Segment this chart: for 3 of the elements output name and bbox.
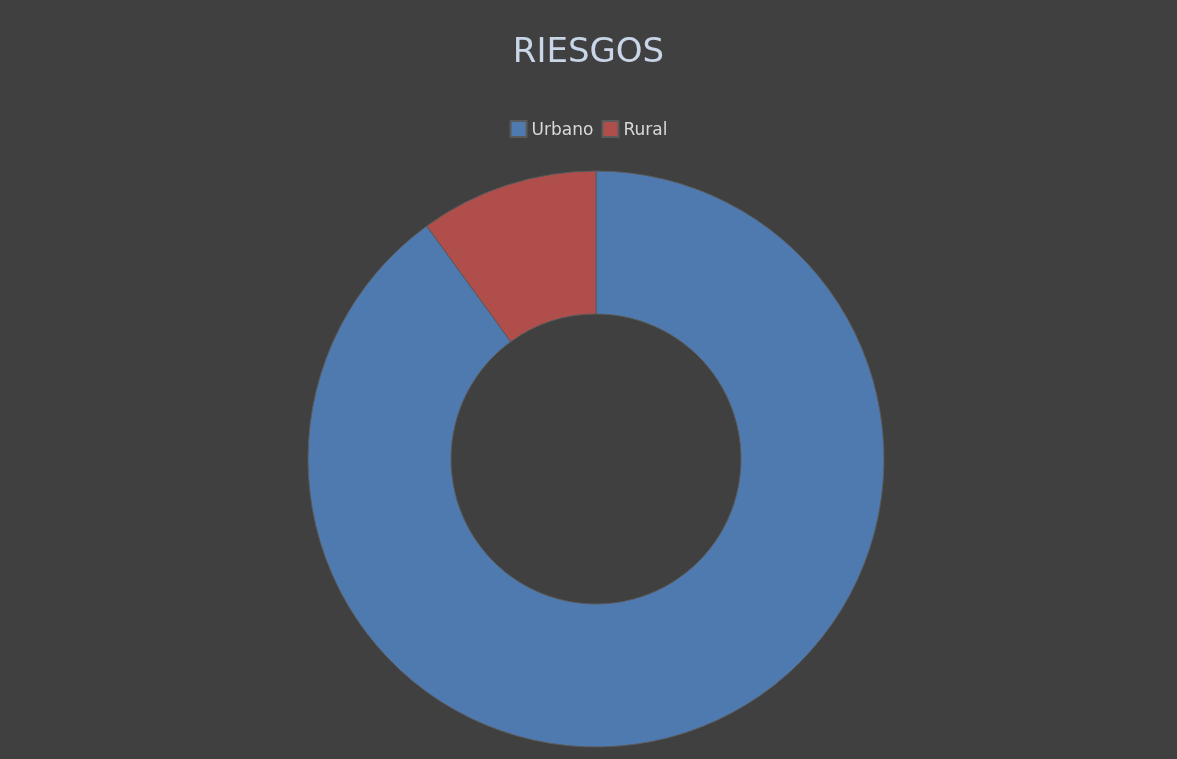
chart-title: RIESGOS [512,30,665,70]
legend-label: Rural [623,119,668,139]
legend-label: Urbano [531,119,594,139]
